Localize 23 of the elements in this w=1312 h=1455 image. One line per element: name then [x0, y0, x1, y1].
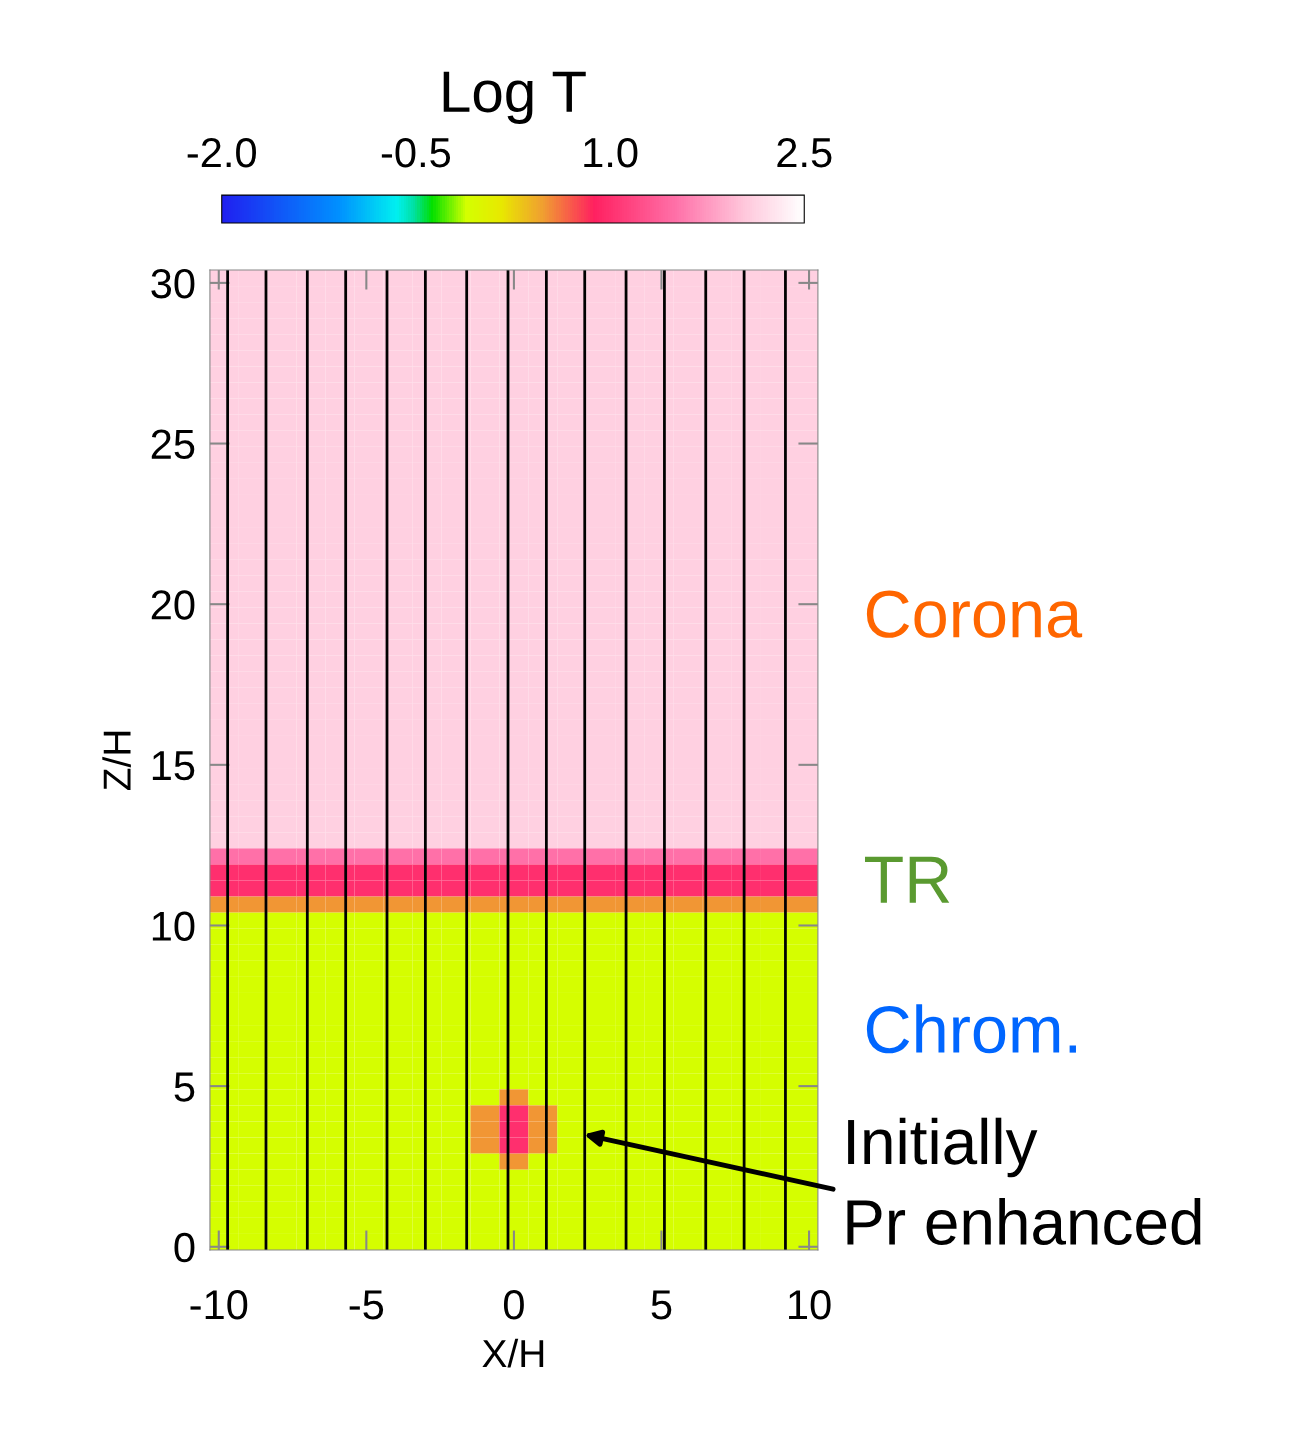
y-tick-label: 5: [174, 1072, 195, 1102]
text: Chrom.: [866, 1004, 1076, 1054]
text: Initially Pr enhanced: [847, 1117, 1201, 1246]
y-tick-label: 20: [151, 590, 195, 620]
color-bar-label: 1.0: [584, 137, 638, 168]
y-tick-label: 15: [152, 751, 195, 781]
color-bar-label: -0.5: [381, 137, 451, 168]
y-tick-label: 25: [151, 429, 195, 460]
x-tick-label: 10: [789, 1289, 831, 1320]
x-tick-label: 5: [651, 1290, 672, 1320]
text: TR: [865, 856, 950, 903]
y-tick-label: 0: [174, 1232, 195, 1263]
color-bar-label: -2.0: [187, 137, 256, 168]
x-tick-label: -10: [190, 1289, 248, 1320]
y-tick-label: 30: [151, 268, 195, 299]
text: Corona: [866, 590, 1083, 638]
y-axis-title: Z/H: [102, 731, 131, 791]
x-tick-label: 0: [503, 1289, 524, 1320]
y-tick-label: 10: [152, 911, 195, 941]
color-bar-label: 2.5: [777, 137, 832, 168]
x-tick-label: -5: [349, 1290, 384, 1320]
x-axis-title: X/H: [482, 1338, 544, 1368]
color-bar-title: Log T: [443, 71, 586, 124]
